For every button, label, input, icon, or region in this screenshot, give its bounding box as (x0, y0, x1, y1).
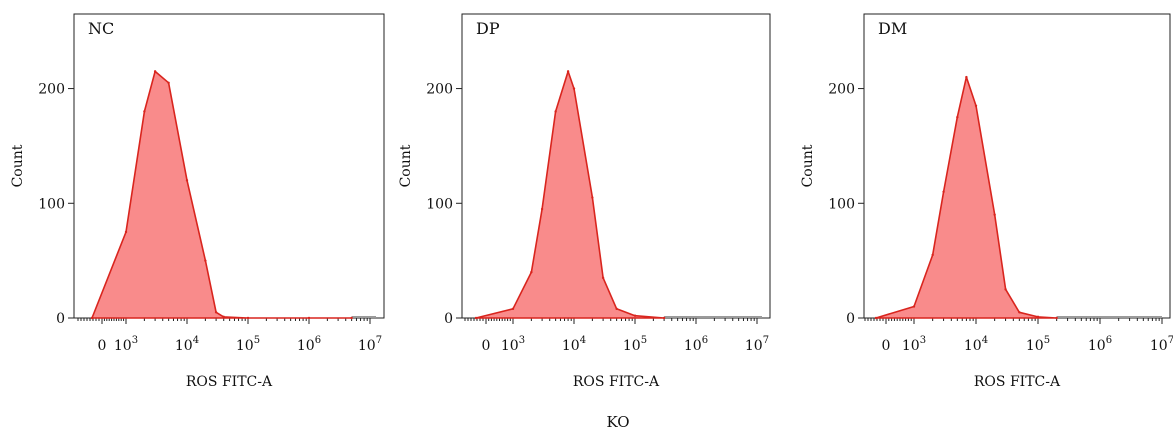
data-point (1004, 288, 1007, 291)
data-point (214, 311, 218, 314)
data-point (874, 316, 878, 320)
data-point (474, 316, 478, 320)
x-tick-label: 106 (684, 335, 708, 354)
x-tick-label: 105 (1026, 335, 1050, 354)
data-point (662, 316, 666, 320)
y-tick-label: 100 (426, 196, 453, 212)
y-axis-label: Count (800, 144, 816, 187)
x-axis-label: ROS FITC-A (573, 374, 660, 390)
data-point (942, 190, 945, 194)
x-tick-label: 104 (562, 335, 586, 354)
data-point (222, 315, 225, 319)
data-point (974, 104, 978, 107)
data-point (965, 75, 968, 79)
panel-label: DM (878, 19, 907, 38)
y-tick-label: 200 (426, 82, 453, 98)
x-tick-label: 107 (745, 335, 769, 354)
y-tick-label: 200 (38, 82, 65, 98)
histogram-panel: DM 0 100 200 Count 0 103 104 105 106 107 ROS FITC-A (800, 13, 1173, 390)
data-point (143, 110, 146, 113)
x-tick-label: 107 (358, 335, 382, 354)
data-point (246, 316, 250, 320)
x-axis-label: ROS FITC-A (186, 374, 273, 390)
data-point (956, 116, 959, 119)
data-point (931, 253, 934, 257)
data-point (167, 81, 170, 85)
y-tick-label: 0 (56, 311, 65, 327)
x-tick-label: 105 (236, 335, 260, 354)
data-point (90, 316, 94, 320)
plot-frame (863, 13, 1171, 319)
data-point (350, 316, 353, 320)
x-tick-label: 107 (1150, 335, 1173, 354)
data-point (540, 207, 544, 211)
data-point (591, 196, 594, 199)
figure-caption: KO (606, 413, 629, 431)
data-point (124, 230, 128, 234)
x-axis-label: ROS FITC-A (974, 374, 1061, 390)
data-point (633, 314, 637, 317)
data-point (572, 87, 576, 90)
data-point (204, 259, 207, 262)
data-point (530, 270, 533, 274)
x-tick-label: 104 (964, 335, 988, 354)
data-point (307, 316, 311, 320)
y-tick-label: 0 (846, 311, 855, 327)
x-tick-label: 106 (297, 335, 321, 354)
data-point (185, 179, 189, 182)
plot-frame (461, 13, 771, 319)
histogram-area (875, 76, 1058, 319)
data-point (1018, 311, 1021, 314)
x-tick-label: 106 (1088, 335, 1112, 354)
x-tick-label: 103 (902, 335, 926, 354)
data-point (566, 70, 570, 73)
y-tick-label: 200 (828, 82, 855, 98)
data-point (1055, 316, 1058, 320)
x-tick-label: 103 (114, 335, 138, 354)
data-point (601, 276, 605, 280)
histogram-panel: DP 0 100 200 Count 0 103 104 105 106 107 ROS FITC-A (398, 13, 771, 390)
y-axis-label: Count (10, 144, 26, 187)
y-tick-label: 0 (444, 311, 453, 327)
x-tick-label: 0 (98, 338, 107, 354)
data-point (554, 110, 557, 113)
x-tick-label: 0 (482, 338, 491, 354)
data-point (993, 213, 996, 216)
data-point (615, 307, 618, 311)
data-point (153, 70, 157, 73)
panel-label: DP (476, 19, 500, 38)
data-point (912, 305, 916, 308)
x-tick-label: 103 (501, 335, 525, 354)
x-tick-label: 0 (882, 338, 891, 354)
histogram-area (475, 70, 665, 319)
y-axis-label: Count (398, 144, 414, 187)
data-point (511, 307, 515, 311)
y-tick-label: 100 (38, 196, 65, 212)
x-tick-label: 104 (175, 335, 199, 354)
histogram-panel: NC 0 100 200 Count 0 103 104 105 106 107 ROS FITC-A (10, 13, 385, 390)
data-point (1036, 315, 1040, 319)
histogram-area (91, 70, 353, 319)
x-tick-label: 105 (623, 335, 647, 354)
y-tick-label: 100 (828, 196, 855, 212)
panel-label: NC (88, 19, 114, 38)
